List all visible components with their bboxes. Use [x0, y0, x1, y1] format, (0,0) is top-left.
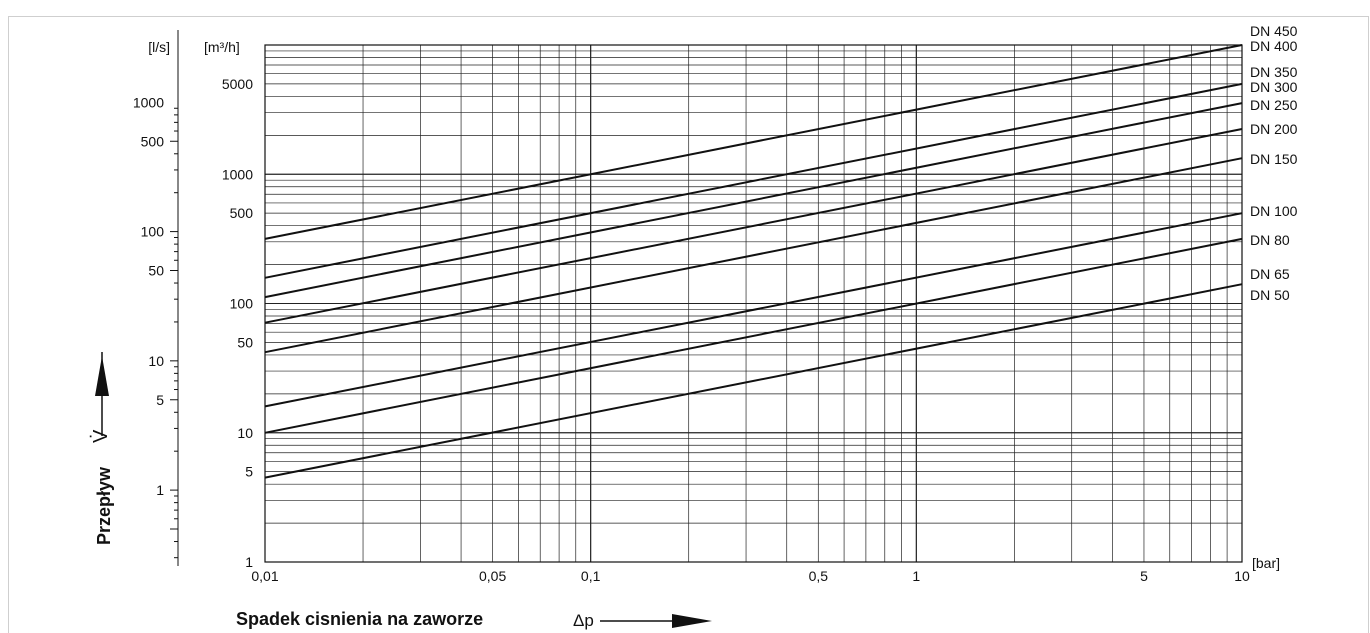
y-unit-right: [m³/h]: [204, 39, 240, 55]
y-axis-arrow: [95, 352, 109, 436]
series-line: [264, 128, 1243, 324]
y-unit-left: [l/s]: [148, 39, 170, 55]
y-tick-label-ls: 50: [148, 263, 164, 279]
series-label: DN 300: [1250, 79, 1298, 95]
series-label: DN 350: [1250, 64, 1298, 80]
x-tick-label: 10: [1234, 568, 1250, 584]
y-axis-symbol: V̇: [90, 429, 112, 443]
plot-border: [264, 44, 1243, 563]
y-tick-label-ls: 100: [141, 224, 165, 240]
series-label: DN 80: [1250, 232, 1290, 248]
series-line: [264, 237, 1243, 434]
series-label: DN 200: [1250, 121, 1298, 137]
x-tick-label: 5: [1140, 568, 1148, 584]
x-axis-title: Spadek cisnienia na zaworze: [236, 609, 483, 629]
x-tick-label: 0,05: [479, 568, 506, 584]
x-axis-arrow: [600, 614, 712, 628]
y-tick-label-ls: 1000: [133, 94, 164, 110]
x-tick-label: 0,1: [581, 568, 601, 584]
y-axis-title: Przepływ: [94, 466, 114, 545]
y-tick-label-m3h: 5000: [222, 76, 253, 92]
y-tick-label-m3h: 5: [245, 464, 253, 480]
y-tick-label-m3h: 1000: [222, 166, 253, 182]
x-tick-label: 0,01: [251, 568, 278, 584]
series-line: [264, 82, 1243, 279]
y-tick-label-m3h: 500: [230, 205, 254, 221]
x-unit: [bar]: [1252, 555, 1280, 571]
series-label: DN 100: [1250, 203, 1298, 219]
x-tick-label: 0,5: [809, 568, 829, 584]
chart-frame: [8, 16, 1369, 633]
y-tick-label-ls: 1: [156, 482, 164, 498]
series-lines: [264, 44, 1243, 479]
y-tick-label-m3h: 100: [230, 296, 254, 312]
series-label: DN 400: [1250, 38, 1298, 54]
series-label: DN 150: [1250, 151, 1298, 167]
grid: [170, 30, 1243, 566]
series-line: [264, 44, 1243, 240]
series-label: DN 65: [1250, 266, 1290, 282]
series-line: [264, 283, 1243, 479]
series-line: [264, 102, 1243, 299]
x-tick-label: 1: [912, 568, 920, 584]
series-label: DN 450: [1250, 23, 1298, 39]
series-line: [264, 157, 1243, 354]
series-line: [264, 212, 1243, 408]
series-label: DN 50: [1250, 287, 1290, 303]
y-tick-label-m3h: 1: [245, 554, 253, 570]
y-tick-label-ls: 10: [148, 353, 164, 369]
y-tick-label-m3h: 10: [237, 425, 253, 441]
labels: 0,01 0,05 0,1 0,5 1 5 101510501005001000500015…: [133, 23, 1298, 584]
y-tick-label-m3h: 50: [237, 334, 253, 350]
y-tick-label-ls: 5: [156, 392, 164, 408]
x-axis-symbol: Δp: [573, 611, 594, 630]
series-label: DN 250: [1250, 97, 1298, 113]
y-tick-label-ls: 500: [141, 133, 165, 149]
